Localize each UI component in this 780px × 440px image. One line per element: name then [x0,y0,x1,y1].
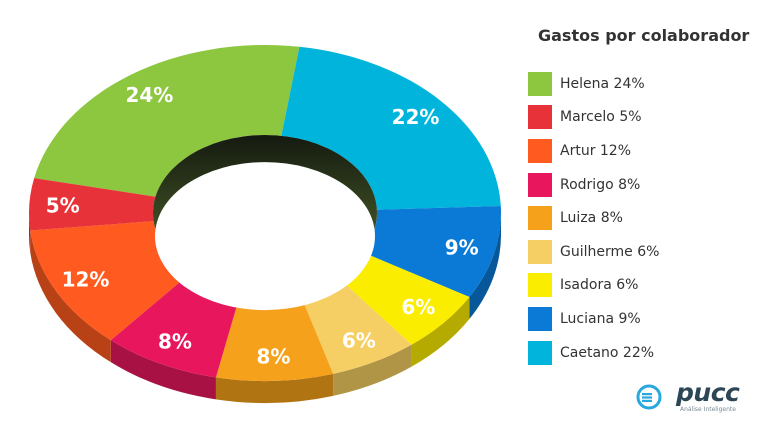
legend-item-rodrigo: Rodrigo 8% [528,168,768,202]
pucc-logo: pucc Análise Inteligente [636,378,756,414]
slice-guilherme [297,274,412,374]
legend-label: Guilherme 6% [560,243,660,260]
legend-item-helena: Helena 24% [528,67,768,101]
slice-side-isadora [411,297,470,367]
slice-caetano [281,46,501,210]
slice-label-artur: 12% [62,268,110,292]
slice-marcelo [29,178,156,231]
legend-item-luiza: Luiza 8% [528,201,768,235]
legend-item-marcelo: Marcelo 5% [528,101,768,135]
legend-label: Marcelo 5% [560,109,642,126]
legend-swatch [528,340,552,365]
logo-wordmark: pucc [676,378,740,407]
slice-label-luiza: 8% [256,345,290,369]
legend-swatch [528,71,552,96]
slice-label-guilherme: 6% [342,328,376,352]
legend-label: Caetano 22% [560,344,655,361]
slice-helena [34,45,300,197]
legend-label: Artur 12% [560,142,632,159]
legend-label: Luciana 9% [560,310,641,327]
legend-swatch [528,239,552,264]
slice-luiza [215,287,334,382]
slice-label-caetano: 22% [392,105,440,129]
slice-label-marcelo: 5% [46,193,80,217]
legend-swatch [528,306,552,331]
slice-luciana [361,205,501,297]
legend-label: Luiza 8% [560,210,623,227]
legend: Gastos por colaborador Helena 24% Marcelo… [528,26,768,369]
logo-tagline: Análise Inteligente [680,406,736,413]
pucc-logo-mark-icon [636,384,662,410]
slice-side-luciana [469,213,501,319]
legend-swatch [528,138,552,163]
legend-label: Rodrigo 8% [560,176,641,193]
slice-side-marcelo [29,213,31,253]
legend-item-luciana: Luciana 9% [528,302,768,336]
legend-item-artur: Artur 12% [528,134,768,168]
chart-title: Gastos por colaborador [538,26,750,45]
legend-items: Helena 24% Marcelo 5% Artur 12% Rodrigo 8% L… [528,67,768,369]
legend-swatch [528,172,552,197]
slice-side-guilherme [333,344,412,396]
slice-label-luciana: 9% [445,235,479,259]
slice-label-rodrigo: 8% [158,330,192,354]
slice-side-artur [30,230,111,363]
legend-label: Isadora 6% [560,277,639,294]
legend-swatch [528,273,552,298]
slice-isadora [334,252,470,345]
slice-label-helena: 24% [125,83,173,107]
slice-artur [30,221,192,341]
legend-item-guilherme: Guilherme 6% [528,235,768,269]
legend-item-isadora: Isadora 6% [528,269,768,303]
legend-swatch [528,105,552,130]
legend-item-caetano: Caetano 22% [528,336,768,370]
donut-hole [155,162,375,311]
legend-label: Helena 24% [560,75,645,92]
legend-swatch [528,206,552,231]
slice-side-luiza [215,373,334,404]
slice-side-rodrigo [110,340,216,400]
slice-label-isadora: 6% [401,295,435,319]
